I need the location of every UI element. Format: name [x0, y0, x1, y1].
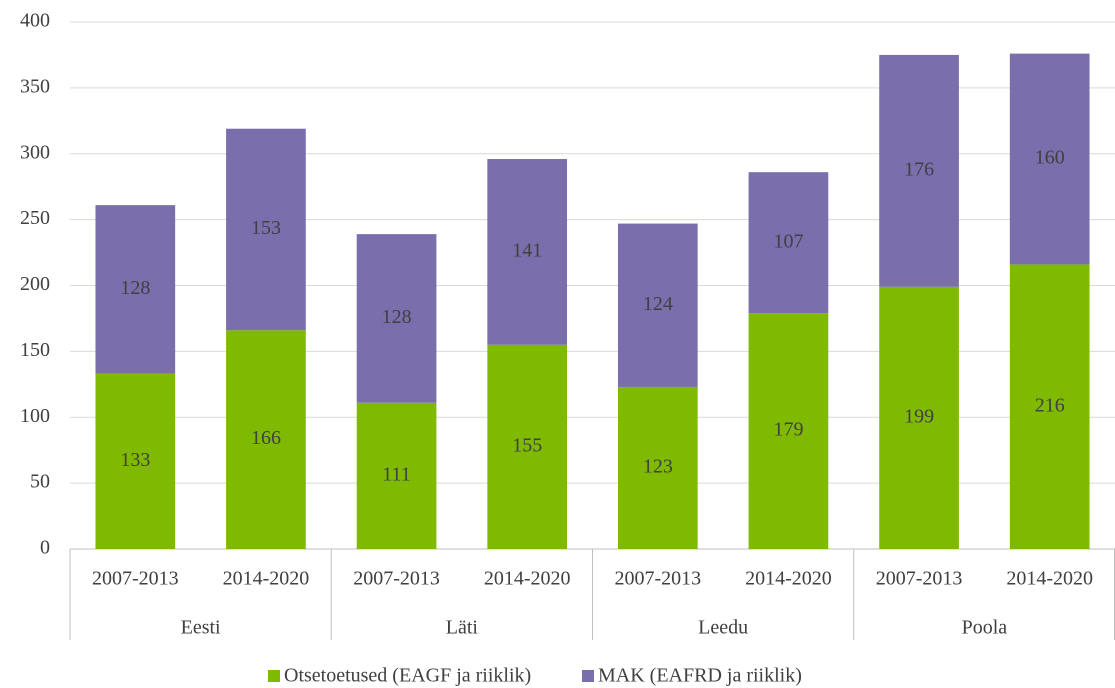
group-label: Leedu — [698, 617, 748, 639]
legend-label: Otsetoetused (EAGF ja riiklik) — [284, 665, 531, 687]
group-label: Eesti — [181, 617, 221, 639]
bar-segment — [95, 373, 176, 549]
x-tick-label: 2007-2013 — [614, 568, 701, 590]
x-tick-label: 2007-2013 — [353, 568, 440, 590]
data-label: 133 — [120, 449, 150, 471]
bar-segment — [1009, 53, 1090, 265]
legend-label: MAK (EAFRD ja riiklik) — [598, 665, 802, 687]
y-tick-label: 0 — [40, 537, 50, 559]
bar-segment — [356, 402, 437, 549]
data-label: 166 — [251, 427, 281, 449]
bar-segment — [95, 205, 176, 374]
data-label: 141 — [512, 239, 542, 261]
x-tick-label: 2014-2020 — [484, 568, 571, 590]
data-label: 199 — [904, 406, 934, 428]
bar-segment — [487, 344, 568, 549]
bar-segment — [879, 54, 959, 287]
data-label: 111 — [382, 463, 411, 485]
legend-swatch — [268, 670, 280, 682]
x-tick-label: 2007-2013 — [92, 568, 179, 590]
bar-segment — [617, 223, 698, 387]
bar-segment — [748, 313, 829, 549]
y-tick-label: 250 — [20, 207, 50, 229]
data-label: 128 — [382, 306, 412, 328]
data-label: 176 — [904, 158, 934, 180]
bar-segment — [1009, 264, 1090, 549]
group-label: Poola — [962, 617, 1008, 639]
data-label: 107 — [773, 230, 803, 252]
data-label: 123 — [643, 456, 673, 478]
y-tick-label: 150 — [20, 339, 50, 361]
bar-segment — [617, 386, 698, 549]
y-tick-label: 300 — [20, 141, 50, 163]
data-label: 124 — [643, 293, 673, 315]
bar-segment — [879, 286, 959, 549]
y-tick-label: 350 — [20, 75, 50, 97]
x-tick-label: 2014-2020 — [745, 568, 832, 590]
group-label: Läti — [446, 617, 479, 639]
y-tick-label: 50 — [30, 471, 50, 493]
x-tick-label: 2014-2020 — [1006, 568, 1093, 590]
y-tick-label: 100 — [20, 405, 50, 427]
data-label: 179 — [773, 419, 803, 441]
x-tick-label: 2007-2013 — [876, 568, 963, 590]
bar-segment — [356, 234, 437, 403]
data-label: 155 — [512, 434, 542, 456]
bar-segment — [226, 330, 306, 549]
data-label: 160 — [1035, 147, 1065, 169]
y-tick-label: 400 — [20, 10, 50, 32]
data-label: 153 — [251, 217, 281, 239]
y-tick-label: 200 — [20, 273, 50, 295]
data-label: 128 — [120, 277, 150, 299]
bar-segment — [487, 159, 568, 345]
data-label: 216 — [1035, 394, 1065, 416]
bar-segment — [748, 172, 829, 314]
x-tick-label: 2014-2020 — [223, 568, 310, 590]
bar-segment — [226, 128, 306, 331]
legend-swatch — [582, 670, 594, 682]
